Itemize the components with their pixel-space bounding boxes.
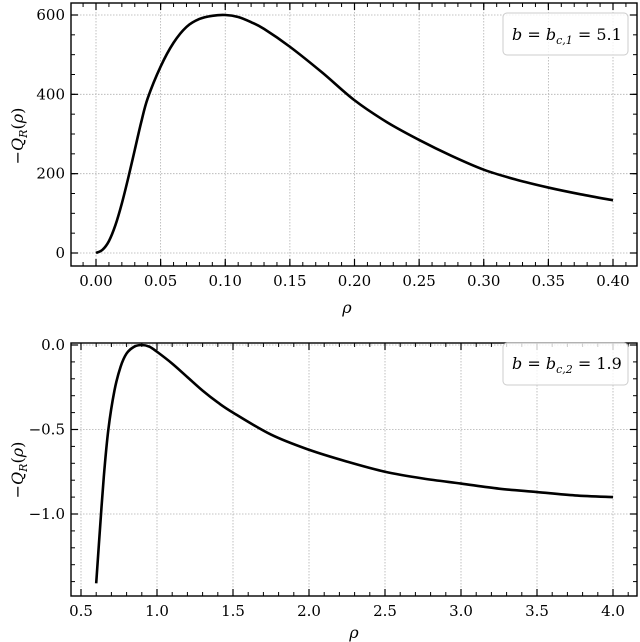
x-tick-label: 3.0 (449, 602, 473, 620)
x-tick-label: 0.25 (402, 272, 435, 290)
top-grid (71, 3, 637, 266)
top-curve (95, 13, 614, 255)
y-tick-label: 200 (36, 165, 65, 183)
x-tick-label: 3.5 (525, 602, 549, 620)
x-tick-label: 0.00 (79, 272, 112, 290)
bottom-legend-text: b = bc,2 = 1.9 (512, 354, 622, 376)
x-tick-label: 0.05 (144, 272, 177, 290)
top-legend: b = bc,1 = 5.1 (502, 12, 629, 56)
top-plot: 0.00 0.05 0.10 0.15 0.20 0.25 0.30 0.35 0.40 0 20… (8, 2, 638, 317)
top-legend-text: b = bc,1 = 5.1 (512, 25, 622, 47)
y-tick-label: 400 (36, 85, 65, 103)
bottom-y-tick-labels: 0.0 −0.5 −1.0 (29, 336, 65, 523)
y-tick-label: −1.0 (29, 505, 65, 523)
y-tick-label: 600 (36, 6, 65, 24)
top-ticks (71, 3, 637, 266)
y-tick-label: 0.0 (41, 336, 65, 354)
x-tick-label: 0.5 (69, 602, 93, 620)
bottom-curve (94, 343, 614, 584)
bottom-y-axis-label: −QR(ρ) (8, 442, 30, 499)
bottom-legend: b = bc,2 = 1.9 (502, 342, 629, 386)
x-tick-label: 2.0 (297, 602, 321, 620)
top-y-tick-labels: 0 200 400 600 (36, 6, 65, 262)
x-tick-label: 1.5 (221, 602, 245, 620)
y-tick-label: −0.5 (29, 421, 65, 439)
top-y-axis-label: −QR(ρ) (8, 108, 30, 165)
x-tick-label: 0.30 (467, 272, 500, 290)
y-tick-label: 0 (55, 244, 65, 262)
bottom-x-tick-labels: 0.5 1.0 1.5 2.0 2.5 3.0 3.5 4.0 (69, 602, 625, 620)
x-tick-label: 0.10 (209, 272, 242, 290)
x-tick-label: 2.5 (373, 602, 397, 620)
x-tick-label: 0.35 (532, 272, 565, 290)
x-tick-label: 1.0 (145, 602, 169, 620)
bottom-frame (70, 342, 638, 597)
top-x-tick-labels: 0.00 0.05 0.10 0.15 0.20 0.25 0.30 0.35 0.40 (79, 272, 629, 290)
x-tick-label: 0.20 (338, 272, 371, 290)
x-tick-label: 4.0 (601, 602, 625, 620)
bottom-x-axis-label: ρ (348, 623, 359, 642)
x-tick-label: 0.15 (273, 272, 306, 290)
x-tick-label: 0.40 (596, 272, 629, 290)
bottom-plot: 0.5 1.0 1.5 2.0 2.5 3.0 3.5 4.0 0.0 −0.5 −1.0 b =… (8, 336, 638, 642)
top-x-axis-label: ρ (341, 298, 352, 317)
